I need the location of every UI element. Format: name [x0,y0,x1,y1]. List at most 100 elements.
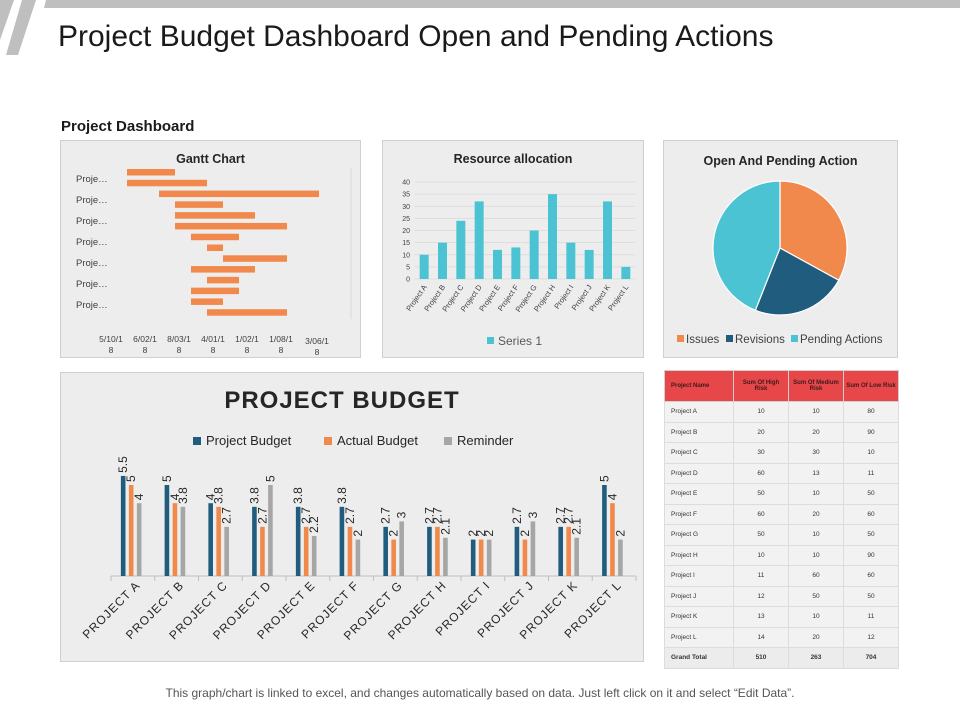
resource-allocation-panel[interactable]: Resource allocation 0 5 10 15 20 25 30 35 40 Proj… [382,140,644,358]
gantt-chart-panel[interactable]: Gantt Chart Proje… Proje… Proje… Proje… Proj… [60,140,361,358]
budget-data-label: 2.7 [562,507,576,524]
gantt-x-tick-label: 3/06/1 8 [305,336,329,357]
risk-medium-cell: 20 [788,503,844,525]
budget-data-label: 2.7 [299,507,313,524]
project-budget-panel[interactable]: PROJECT BUDGET Project Budget Actual Budg… [60,372,644,662]
risk-high-cell: 20 [733,421,789,443]
budget-bar [339,506,345,576]
budget-bar [120,475,126,576]
risk-project-name-cell: Project I [664,565,734,587]
resource-bar [493,249,502,279]
risk-low-cell: 11 [843,606,899,628]
table-header-row: Project Name Sum Of High Risk Sum Of Med… [664,370,899,402]
risk-low-cell: 90 [843,421,899,443]
table-row: Project B 20 20 90 [664,421,899,443]
risk-high-cell: 10 [733,544,789,566]
budget-data-label: 2.2 [307,516,321,533]
budget-bar [391,539,396,576]
risk-low-cell: 10 [843,442,899,464]
risk-high-cell: 60 [733,503,789,525]
open-pending-action-chart: Issues Revisions Pending Actions [677,180,883,346]
gantt-bar [127,169,175,176]
budget-bar [136,503,142,576]
resource-y-tick-label: 15 [402,240,410,247]
budget-bar [172,503,178,576]
risk-medium-cell: 30 [788,442,844,464]
risk-project-name-cell: Project G [664,524,734,546]
budget-bar [558,526,563,576]
risk-project-name-cell: Project A [664,401,734,423]
gantt-bar [191,298,223,305]
resource-bar [456,220,466,279]
budget-legend-swatch [444,437,452,445]
risk-low-cell: 60 [843,565,899,587]
budget-data-label: 4 [605,493,619,500]
budget-data-label: 3.8 [212,487,226,504]
gantt-y-tick-label: Proje… [76,195,108,206]
pie-legend-swatch [677,335,684,342]
budget-data-label: 2.7 [430,507,444,524]
budget-data-label: 3.8 [247,487,261,504]
budget-bar [522,539,528,576]
budget-data-label: 2 [482,530,496,537]
budget-bar [435,526,440,576]
gantt-x-tick-label: 4/01/1 8 [201,334,225,355]
risk-high-cell: 12 [733,585,789,607]
resource-bar [584,249,594,279]
risk-project-name-cell: Project B [664,421,734,443]
risk-low-cell: 50 [843,483,899,505]
budget-bar [347,526,353,576]
footer-note: This graph/chart is linked to excel, and… [165,686,795,700]
budget-data-label: 2 [387,530,401,537]
budget-data-label: 4 [168,493,182,500]
resource-y-tick-label: 35 [402,192,410,199]
budget-bar [478,539,484,576]
risk-medium-cell: 50 [788,585,844,607]
budget-legend-label: Project Budget [206,433,292,448]
budget-data-label: 5 [160,475,174,482]
gantt-x-tick-label: 1/08/1 8 [269,334,293,355]
risk-low-cell: 50 [843,585,899,607]
budget-legend-label: Reminder [457,433,514,448]
resource-y-tick-label: 5 [406,264,410,271]
project-budget-chart: Project Budget Actual Budget Reminder 5.5 5 4… [80,433,637,643]
gantt-bar [175,222,287,230]
budget-bar [602,485,607,576]
gantt-chart: Proje… Proje… Proje… Proje… Proje… Proje… Proj… [76,168,352,357]
budget-chart-title: PROJECT BUDGET [224,387,460,414]
budget-bar [216,506,221,576]
gantt-x-tick-label: 6/02/1 8 [133,334,157,355]
risk-high-cell: 11 [733,565,789,587]
budget-bar [383,526,388,576]
budget-bar [470,539,476,576]
risk-project-name-cell: Project K [664,606,734,628]
budget-data-label: 3 [526,511,540,518]
budget-data-label: 2.7 [379,507,393,524]
budget-bar [128,485,134,576]
risk-medium-total-cell: 263 [788,647,844,669]
gantt-bar [191,233,239,241]
pie-slice [712,180,781,312]
budget-bar [514,526,520,576]
gantt-bar [207,276,239,284]
resource-bar [548,194,557,279]
resource-y-tick-label: 40 [402,180,410,187]
gantt-x-tick-label: 8/03/1 8 [167,334,191,355]
budget-data-label: 5 [597,475,611,482]
resource-y-tick-label: 25 [402,216,410,223]
gantt-bar [191,266,255,273]
risk-low-cell: 80 [843,401,899,423]
open-pending-action-panel[interactable]: Open And Pending Action Issues Revisions P… [663,140,898,358]
gantt-bar [127,179,207,187]
budget-data-label: 2 [613,530,627,537]
budget-data-label: 2 [466,530,480,537]
risk-medium-cell: 10 [788,401,844,423]
budget-legend-label: Actual Budget [337,433,418,448]
table-row: Project F 60 20 60 [664,503,899,525]
table-row: Project I 11 60 60 [664,565,899,587]
budget-data-label: 2.7 [510,507,524,524]
gantt-bar [191,287,239,295]
risk-medium-cell: 20 [788,421,844,443]
budget-bar [164,485,170,576]
